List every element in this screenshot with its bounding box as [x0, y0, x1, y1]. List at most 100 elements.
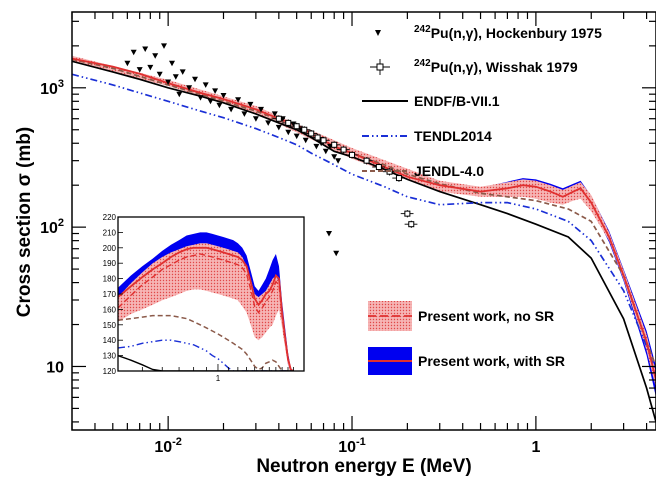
hockenbury-point: [161, 43, 167, 49]
inset-x-tick-label: 1: [216, 374, 221, 383]
wisshak-point: [290, 122, 303, 130]
legend-label: 242Pu(n,γ), Wisshak 1979: [414, 58, 578, 75]
y-tick-label: 103: [40, 78, 64, 98]
wisshak-point: [372, 163, 386, 171]
inset-line-no-sr: [118, 253, 294, 371]
hockenbury-point: [228, 106, 235, 113]
legend-entry-hock: 242Pu(n,γ), Hockenbury 1975: [375, 24, 602, 41]
wisshak-point: [400, 210, 414, 218]
wisshak-marker: [275, 115, 282, 122]
wisshak-point: [392, 174, 406, 182]
x-tick-base: 10: [338, 439, 356, 456]
legend-label: ENDF/B-VII.1: [414, 93, 500, 109]
hockenbury-point: [271, 111, 278, 117]
legend-text-main: JENDL-4.0: [414, 163, 484, 179]
inset-content: [118, 232, 295, 371]
legend-superscript: 242: [414, 24, 431, 35]
wisshak-point: [327, 141, 341, 149]
y-tick-base: 10: [40, 81, 58, 98]
wisshak-point: [316, 136, 330, 145]
y-axis-ticks: [72, 20, 656, 423]
hockenbury-point: [130, 49, 137, 56]
legend-entry-tendl: TENDL2014: [362, 128, 492, 144]
inset-y-tick-label: 160: [103, 305, 117, 314]
wisshak-point: [359, 157, 373, 165]
wisshak-point: [404, 220, 418, 228]
hockenbury-point: [124, 60, 131, 67]
y-tick-exponent: 2: [58, 217, 64, 229]
hockenbury-point: [258, 106, 264, 113]
wisshak-marker: [308, 130, 315, 137]
main-points: [124, 43, 418, 257]
hockenbury-point: [207, 98, 214, 105]
wisshak-marker: [363, 157, 370, 164]
y-tick-label: 102: [40, 217, 64, 237]
y-tick-exponent: 3: [58, 78, 64, 90]
inset-y-tick-label: 180: [103, 275, 117, 284]
y-tick-base: 10: [40, 220, 58, 237]
legend-text-main: ENDF/B-VII.1: [414, 93, 500, 109]
x-tick-exponent: -2: [172, 436, 182, 448]
wisshak-marker: [375, 164, 382, 171]
hockenbury-point: [220, 93, 227, 99]
legend-label: Present work, with SR: [418, 353, 565, 369]
inset-y-tick-label: 130: [103, 352, 117, 361]
hockenbury-point: [285, 129, 292, 136]
x-tick-label: 10-2: [154, 436, 182, 456]
x-tick-base: 1: [531, 439, 540, 456]
legend-text-main: Present work, no SR: [418, 308, 554, 324]
legend-entry-jendl: JENDL-4.0: [362, 163, 484, 179]
hockenbury-point: [241, 111, 248, 117]
legend-entry-nosr: Present work, no SR: [368, 301, 554, 331]
hockenbury-point: [147, 64, 154, 71]
x-tick-exponent: -1: [356, 436, 366, 448]
x-tick-base: 10: [154, 439, 172, 456]
hockenbury-point: [136, 67, 143, 73]
hockenbury-point: [335, 158, 342, 164]
inset-line-jendl: [118, 314, 294, 371]
wisshak-point: [272, 115, 285, 123]
hockenbury-point: [275, 124, 282, 131]
legend-text-main: TENDL2014: [414, 128, 492, 144]
wisshak-point: [336, 146, 350, 154]
legend-superscript: 242: [414, 58, 431, 69]
plot-frame: [71, 11, 656, 431]
hockenbury-point: [333, 250, 340, 257]
legend-text-main: Present work, with SR: [418, 353, 565, 369]
hockenbury-point: [212, 88, 219, 94]
series-line-sr: [72, 57, 656, 381]
hockenbury-point: [152, 53, 159, 59]
hockenbury-point: [216, 102, 223, 109]
y-tick-label: 10: [46, 359, 64, 376]
wisshak-marker: [408, 221, 415, 228]
hockenbury-point: [142, 46, 149, 52]
legend: 242Pu(n,γ), Hockenbury 1975 242Pu(n,γ), W…: [362, 24, 602, 375]
inset-y-tick-label: 150: [103, 321, 117, 330]
wisshak-marker: [404, 210, 411, 217]
inset-y-tick-label: 140: [103, 336, 117, 345]
wisshak-marker: [320, 137, 327, 144]
inset-y-tick-label: 190: [103, 259, 117, 268]
inset-y-tick-label: 210: [103, 228, 117, 237]
hockenbury-point: [331, 154, 338, 160]
hockenbury-point: [293, 133, 300, 140]
hockenbury-point: [172, 74, 179, 80]
wisshak-point: [297, 126, 311, 134]
hockenbury-point: [326, 231, 332, 237]
legend-label: JENDL-4.0: [414, 163, 484, 179]
legend-square-icon: [376, 63, 384, 71]
legend-entry-wiss: 242Pu(n,γ), Wisshak 1979: [370, 58, 578, 75]
inset-y-tick-label: 200: [103, 244, 117, 253]
x-tick-labels: 10-2 10-1 1: [154, 436, 540, 456]
legend-triangle-icon: [375, 30, 381, 36]
wisshak-marker: [340, 146, 347, 153]
inset-y-tick-label: 220: [103, 213, 117, 222]
hockenbury-point: [156, 71, 163, 78]
x-axis-title: Neutron energy E (MeV): [256, 456, 471, 476]
wisshak-marker: [395, 175, 402, 182]
wisshak-point: [304, 129, 318, 138]
wisshak-marker: [293, 123, 300, 130]
hockenbury-point: [247, 101, 254, 108]
